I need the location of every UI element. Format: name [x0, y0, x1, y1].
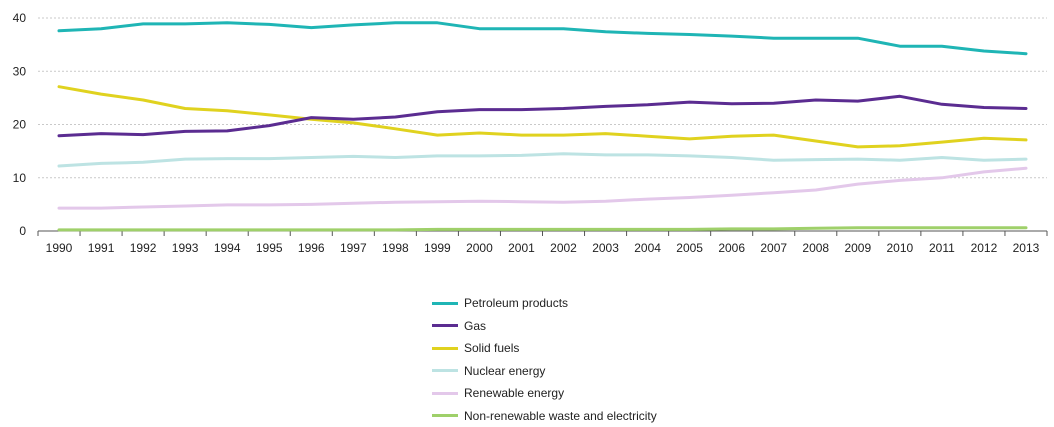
series-line-nuclear-energy	[59, 154, 1026, 166]
x-tick-label: 2010	[887, 241, 914, 255]
legend: Petroleum products Gas Solid fuels Nuclear …	[432, 292, 657, 427]
legend-label: Nuclear energy	[464, 364, 545, 378]
x-tick-label: 2005	[676, 241, 703, 255]
x-tick-label: 2007	[760, 241, 787, 255]
x-tick-label: 2011	[929, 241, 955, 255]
x-tick-label: 1997	[340, 241, 367, 255]
legend-label: Petroleum products	[464, 296, 568, 310]
y-axis: 0 10 20 30 40	[13, 11, 27, 238]
series-line-renewable-energy	[59, 168, 1026, 208]
x-tick-label: 1993	[172, 241, 199, 255]
legend-swatch	[432, 324, 458, 327]
x-tick-label: 1994	[214, 241, 241, 255]
legend-label: Gas	[464, 319, 486, 333]
y-tick-label: 0	[19, 224, 26, 238]
legend-item: Renewable energy	[432, 382, 657, 405]
legend-swatch	[432, 392, 458, 395]
x-tick-label: 2008	[802, 241, 829, 255]
x-tick-label: 1990	[46, 241, 73, 255]
x-tick-label: 2003	[592, 241, 619, 255]
x-tick-label: 2002	[550, 241, 577, 255]
series-line-petroleum-products	[59, 23, 1026, 54]
x-tick-label: 1995	[256, 241, 283, 255]
x-tick-label: 2000	[466, 241, 493, 255]
x-tick-label: 2013	[1013, 241, 1040, 255]
legend-item: Petroleum products	[432, 292, 657, 315]
x-tick-label: 1992	[130, 241, 157, 255]
legend-swatch	[432, 369, 458, 372]
legend-item: Solid fuels	[432, 337, 657, 360]
x-tick-label: 1996	[298, 241, 325, 255]
legend-label: Non-renewable waste and electricity	[464, 409, 657, 423]
x-tick-label: 1991	[88, 241, 115, 255]
series-lines	[59, 23, 1026, 230]
legend-label: Renewable energy	[464, 386, 564, 400]
x-tick-label: 1998	[382, 241, 409, 255]
x-tick-label: 2004	[634, 241, 661, 255]
y-tick-label: 20	[13, 118, 27, 132]
legend-item: Gas	[432, 315, 657, 338]
legend-item: Nuclear energy	[432, 360, 657, 383]
x-tick-label: 2006	[718, 241, 745, 255]
x-axis: 1990 1991 1992 1993 1994 1995 1996 1997 1998 1999…	[38, 231, 1047, 255]
series-line-non-renewable-waste-and-electricity	[59, 228, 1026, 230]
x-tick-label: 2009	[844, 241, 871, 255]
series-line-gas	[59, 96, 1026, 135]
y-tick-label: 30	[13, 64, 27, 78]
x-tick-label: 2012	[971, 241, 998, 255]
legend-swatch	[432, 414, 458, 417]
legend-label: Solid fuels	[464, 341, 519, 355]
y-tick-label: 40	[13, 11, 27, 25]
legend-swatch	[432, 302, 458, 305]
x-tick-label: 1999	[424, 241, 451, 255]
y-tick-label: 10	[13, 171, 27, 185]
x-tick-label: 2001	[508, 241, 535, 255]
legend-swatch	[432, 347, 458, 350]
series-line-solid-fuels	[59, 87, 1026, 147]
